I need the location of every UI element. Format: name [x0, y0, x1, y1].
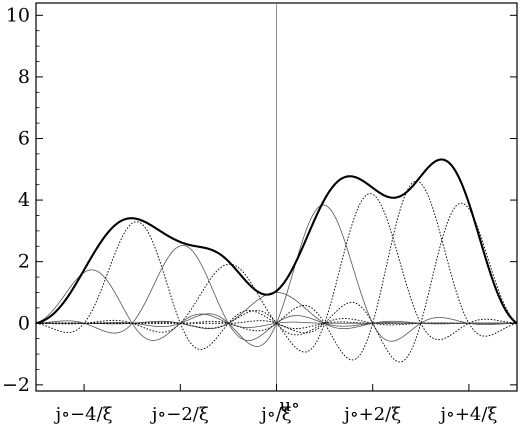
x-tick-label: j∘−2/ξ	[150, 404, 209, 425]
curves	[35, 158, 518, 363]
axes: −2 0 2 4 6 8 10 j∘−4/ξ j∘−2/ξ j∘/ξ j∘+2/ξ j∘+4/ξ u∘	[2, 4, 518, 425]
y-tick-label: 4	[18, 189, 30, 211]
x-tick-label: j∘+2/ξ	[342, 404, 401, 425]
basis-curve-8	[36, 202, 518, 363]
x-tick-label: j∘−4/ξ	[54, 404, 113, 425]
plot-area	[35, 2, 518, 392]
y-tick-label: 6	[18, 127, 30, 149]
sum-curve	[35, 158, 518, 325]
x-tick-label: j∘/ξ	[259, 404, 291, 425]
vertical-marker-label: u∘	[280, 395, 300, 416]
y-tick-label: 0	[18, 312, 30, 334]
y-tick-label: −2	[2, 374, 30, 396]
y-tick-label: 2	[18, 251, 30, 273]
x-tick-label: j∘+4/ξ	[438, 404, 497, 425]
y-tick-label: 8	[18, 66, 30, 88]
basis-curve-4	[36, 292, 517, 330]
y-tick-label: 10	[6, 4, 30, 26]
